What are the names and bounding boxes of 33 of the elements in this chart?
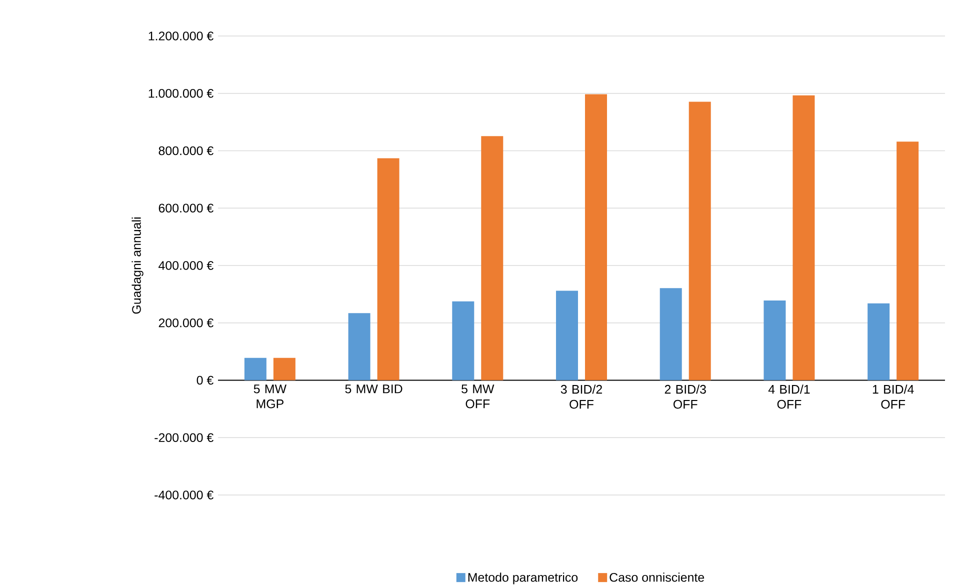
y-axis-title: Guadagni annuali bbox=[132, 218, 144, 314]
y-tick-label: -200.000 € bbox=[154, 433, 214, 442]
bar bbox=[868, 304, 890, 380]
y-tick-label: 1.000.000 € bbox=[148, 89, 214, 98]
bar bbox=[273, 358, 296, 380]
bar bbox=[896, 142, 919, 380]
legend-label: Metodo parametrico bbox=[468, 572, 578, 584]
legend-label: Caso onnisciente bbox=[610, 572, 704, 582]
bar bbox=[452, 302, 474, 380]
y-tick-label: 1.200.000 € bbox=[148, 32, 214, 41]
bar bbox=[792, 96, 815, 380]
x-tick-label: 1 BID/4 OFF bbox=[872, 384, 914, 409]
x-tick-label: 5 MW OFF bbox=[462, 384, 494, 408]
x-tick-label: 5 MW MGP bbox=[254, 384, 286, 408]
x-tick-label: 2 BID/3 OFF bbox=[664, 384, 706, 409]
bar bbox=[764, 300, 786, 380]
bar bbox=[244, 358, 266, 380]
bar bbox=[377, 158, 400, 380]
y-tick-label: 600.000 € bbox=[158, 204, 214, 213]
y-tick-label: -400.000 € bbox=[154, 490, 214, 500]
x-tick-label: 4 BID/1 OFF bbox=[768, 384, 810, 409]
y-tick-label: 0 € bbox=[196, 376, 214, 385]
bar bbox=[660, 288, 682, 380]
x-tick-label: 3 BID/2 OFF bbox=[560, 384, 602, 409]
bar bbox=[481, 136, 504, 380]
bar bbox=[585, 94, 608, 380]
y-tick-label: 800.000 € bbox=[158, 146, 214, 156]
bar bbox=[556, 290, 578, 380]
bar bbox=[348, 313, 370, 380]
x-tick-label: 5 MW BID bbox=[345, 384, 402, 394]
bar bbox=[688, 102, 711, 380]
y-tick-label: 200.000 € bbox=[158, 318, 214, 328]
y-tick-label: 400.000 € bbox=[158, 261, 214, 270]
